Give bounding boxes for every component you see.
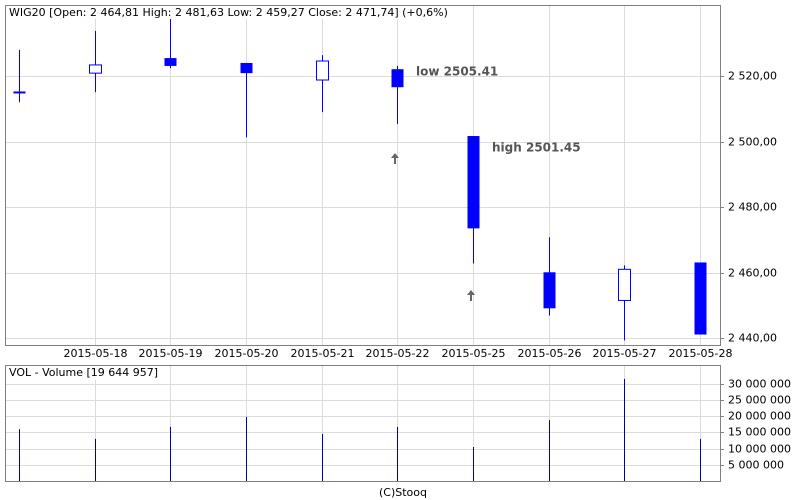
y-tick-label: 2 500,00 [728,136,777,149]
grid-layer: 2015-05-18 2015-05-19 2015-05-20 2015-05-21… [5,5,791,481]
y-tick-label: 2 480,00 [728,201,777,214]
x-tick-label: 2015-05-22 [366,347,430,360]
x-tick-label: 2015-05-25 [442,347,506,360]
candle-body [13,91,26,94]
candle-body [316,60,329,81]
y-tick-label: 25 000 000 [728,394,791,407]
annotation-arrow [391,153,399,164]
annotation: high 2501.45 [492,141,581,155]
source: (C)Stooq [379,486,427,499]
x-tick-label: 2015-05-26 [518,347,582,360]
y-tick-label: 15 000 000 [728,426,791,439]
volume-title: VOL - Volume [19 644 957] [9,366,158,379]
y-tick-label: 5 000 000 [728,459,784,472]
title-background [6,6,398,19]
y-tick-label: 2 440,00 [728,332,777,345]
x-tick-label: 2015-05-19 [139,347,203,360]
chart-title: WIG20 [Open: 2 464,81 High: 2 481,63 Low… [9,6,448,19]
y-tick-label: 20 000 000 [728,410,791,423]
x-tick-label: 2015-05-21 [291,347,355,360]
y-tick-label: 30 000 000 [728,378,791,391]
volume-title-background [6,366,142,380]
annotation-arrow [467,290,475,301]
marks-layer [13,18,707,481]
x-tick-label: 2015-05-20 [215,347,279,360]
y-tick-label: 2 460,00 [728,267,777,280]
candle-body [164,58,177,66]
candle-body [694,262,707,335]
candle-body [240,62,253,74]
candle-body [89,64,102,74]
y-tick-label: 2 520,00 [728,70,777,83]
x-tick-label: 2015-05-28 [669,347,733,360]
annotation: low 2505.41 [416,65,498,79]
volume-panel [5,365,721,482]
y-tick-label: 10 000 000 [728,443,791,456]
candle-body [467,136,480,229]
price-panel [5,5,721,346]
x-tick-label: 2015-05-27 [593,347,657,360]
x-tick-label: 2015-05-18 [64,347,128,360]
candle-body [618,268,631,301]
candle-body [391,69,404,88]
candle-body [543,272,556,309]
